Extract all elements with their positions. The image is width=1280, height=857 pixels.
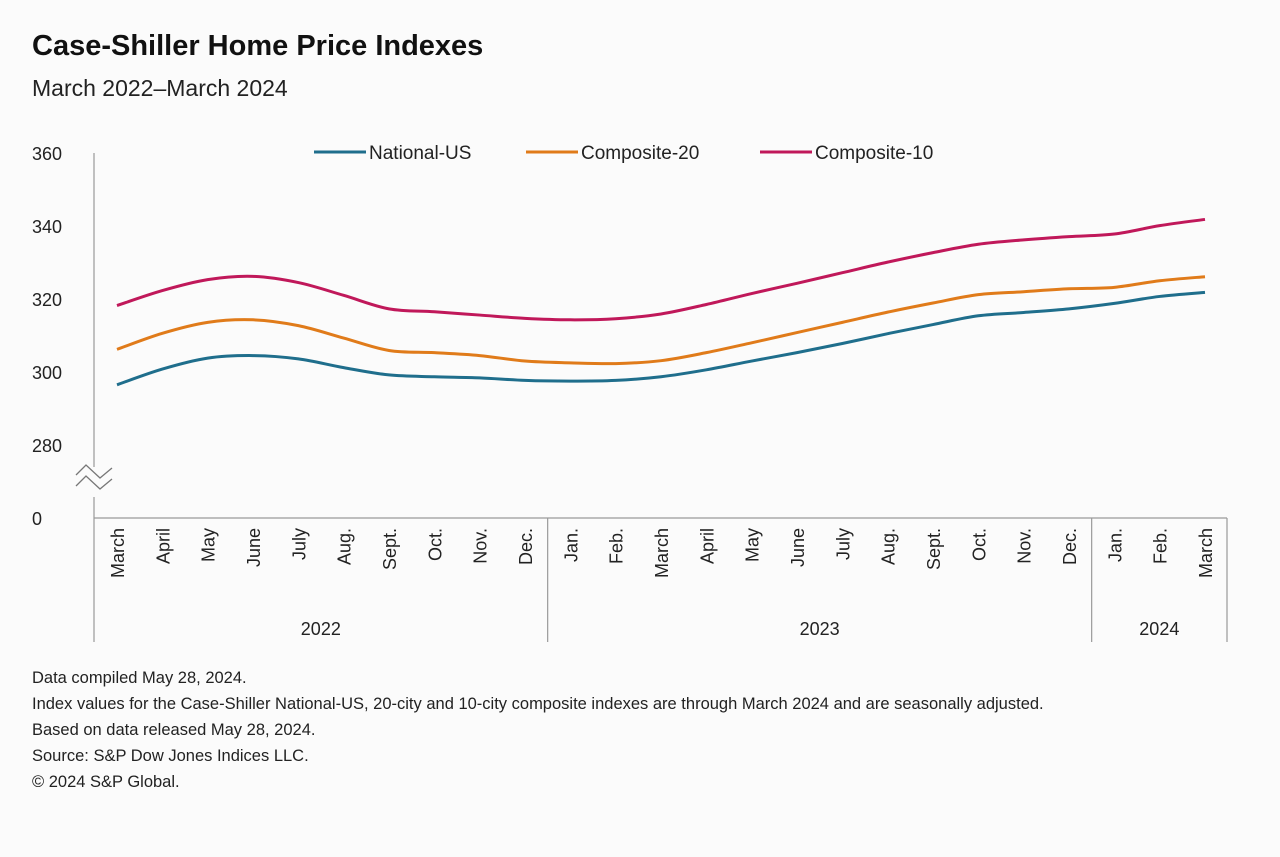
y-tick-label: 340 <box>32 217 62 237</box>
y-tick-label: 300 <box>32 363 62 383</box>
x-tick-label: Aug. <box>879 528 899 565</box>
x-tick-label: Dec. <box>1060 528 1080 565</box>
x-tick-label: Nov. <box>471 528 491 564</box>
x-tick-label: May <box>199 528 219 562</box>
chart-notes: Data compiled May 28, 2024. Index values… <box>32 668 1242 798</box>
x-tick-label: Dec. <box>516 528 536 565</box>
x-tick-label: March <box>1196 528 1216 578</box>
series-line-national-us <box>116 290 1206 387</box>
series-line-composite-20 <box>116 275 1206 366</box>
legend-label: National-US <box>369 143 471 164</box>
note-compiled: Data compiled May 28, 2024. <box>32 669 247 687</box>
x-tick-label: May <box>743 528 763 562</box>
x-tick-label: April <box>153 528 173 564</box>
axis-break-icon <box>74 464 116 497</box>
x-tick-label: Sept. <box>380 528 400 570</box>
chart-subtitle: March 2022–March 2024 <box>32 75 288 101</box>
x-tick-label: March <box>652 528 672 578</box>
x-tick-label: Feb. <box>1151 528 1171 564</box>
note-release: Based on data released May 28, 2024. <box>32 721 316 739</box>
note-copyright: © 2024 S&P Global. <box>32 773 180 791</box>
series-line-composite-10 <box>116 217 1206 322</box>
x-tick-label: Jan. <box>1105 528 1125 562</box>
x-tick-label: Aug. <box>335 528 355 565</box>
x-tick-label: Sept. <box>924 528 944 570</box>
legend-label: Composite-10 <box>815 143 933 164</box>
note-index-values: Index values for the Case-Shiller Nation… <box>32 695 1044 713</box>
note-source: Source: S&P Dow Jones Indices LLC. <box>32 747 309 765</box>
x-tick-label: Oct. <box>969 528 989 561</box>
x-tick-label: July <box>289 528 309 560</box>
legend-label: Composite-20 <box>581 143 699 164</box>
y-tick-label: 320 <box>32 290 62 310</box>
year-label: 2022 <box>301 619 341 639</box>
y-tick-label: 360 <box>32 144 62 164</box>
x-tick-label: Jan. <box>561 528 581 562</box>
x-tick-label: March <box>108 528 128 578</box>
x-tick-label: Nov. <box>1015 528 1035 564</box>
x-tick-label: Feb. <box>607 528 627 564</box>
year-label: 2023 <box>800 619 840 639</box>
x-tick-label: June <box>788 528 808 567</box>
x-tick-label: April <box>697 528 717 564</box>
x-tick-label: July <box>833 528 853 560</box>
line-chart: 0 280 300 320 340 360 March April May June July Aug… <box>32 143 1228 642</box>
year-label: 2024 <box>1139 619 1179 639</box>
y-tick-label: 0 <box>32 509 42 529</box>
x-tick-label: June <box>244 528 264 567</box>
y-tick-label: 280 <box>32 436 62 456</box>
x-tick-label: Oct. <box>425 528 445 561</box>
chart-title: Case-Shiller Home Price Indexes <box>32 30 484 62</box>
